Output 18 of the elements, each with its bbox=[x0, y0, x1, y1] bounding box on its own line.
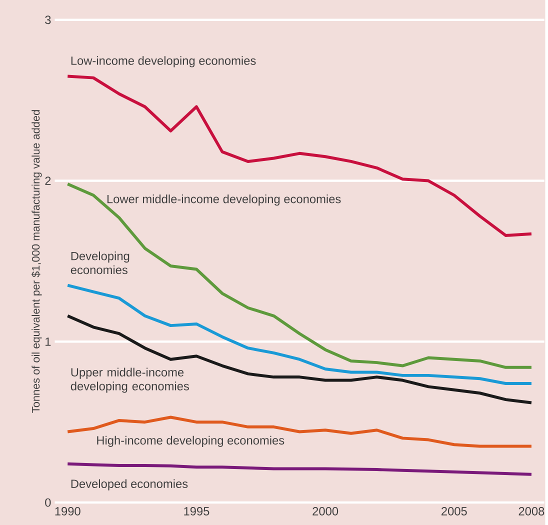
x-tick-label: 1995 bbox=[184, 506, 210, 516]
x-tick-label: 2000 bbox=[312, 506, 338, 516]
y-tick-label: 3 bbox=[45, 15, 51, 24]
x-tick-label: 2008 bbox=[518, 506, 544, 516]
series-label: Lower middle-income developing economies bbox=[107, 194, 341, 206]
series-label: High-income developing economies bbox=[97, 436, 284, 447]
series-label: Upper middle-income developing economies bbox=[70, 368, 189, 393]
y-tick-label: 0 bbox=[45, 498, 51, 507]
x-tick-label: 2005 bbox=[442, 506, 467, 516]
series-label: Developing economies bbox=[70, 251, 130, 274]
series-label: Low-income developing economies bbox=[71, 56, 256, 68]
x-tick-label: 1990 bbox=[55, 506, 80, 516]
line-series bbox=[66, 314, 533, 404]
line-series bbox=[66, 74, 533, 237]
y-axis-title: Tonnes of oil equivalent per $1,000 manufacturing value added bbox=[31, 110, 42, 413]
y-tick-label: 1 bbox=[46, 337, 51, 346]
y-tick-label: 2 bbox=[45, 176, 51, 185]
series-label: Developed economies bbox=[71, 479, 188, 490]
